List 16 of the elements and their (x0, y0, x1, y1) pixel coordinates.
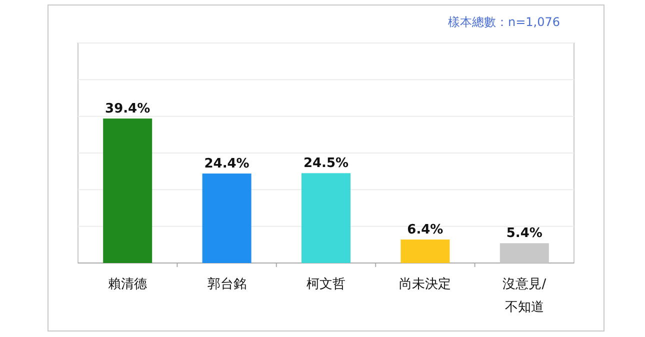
bar (500, 243, 549, 263)
x-tick-label: 郭台銘 (207, 277, 246, 292)
bar (400, 240, 450, 263)
x-tick-label: 柯文哲 (306, 277, 346, 292)
data-label: 39.4% (105, 102, 150, 117)
text: 樣本總數：n=1,076 (448, 15, 560, 29)
bar (302, 173, 350, 263)
data-label: 5.4% (506, 226, 542, 242)
x-tick-label: 賴清德 (108, 277, 148, 292)
data-label: 24.4% (204, 156, 250, 172)
data-label: 6.4% (407, 222, 444, 238)
bar (103, 118, 152, 263)
x-tick-label: 尚未決定 (399, 277, 452, 292)
data-label: 24.5% (303, 156, 349, 172)
bar (202, 174, 252, 263)
x-tick-label: 沒意見/不知道 (502, 277, 547, 315)
